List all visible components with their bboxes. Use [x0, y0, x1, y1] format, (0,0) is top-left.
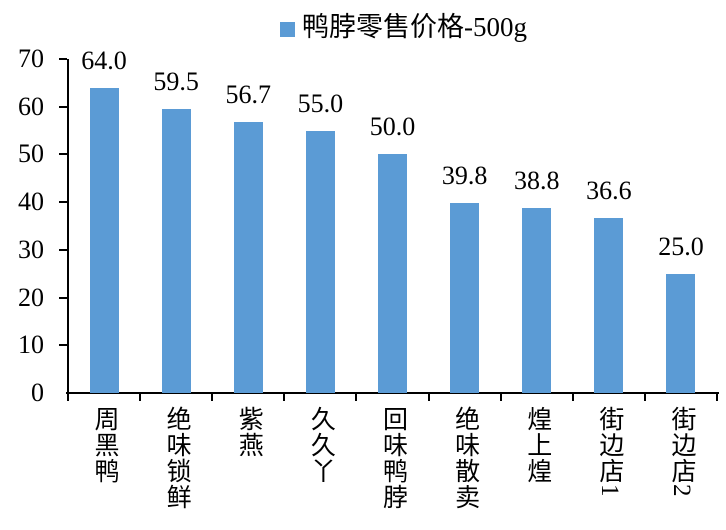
- y-tick: [59, 344, 67, 347]
- y-tick: [59, 296, 67, 299]
- y-tick: [59, 153, 67, 156]
- y-tick-label: 20: [18, 282, 44, 312]
- bar-value-label: 59.5: [153, 67, 199, 97]
- x-category-label: 街边店2: [667, 406, 695, 498]
- x-category-label: 回味鸭脖: [379, 406, 407, 510]
- x-category-label: 周黑鸭: [91, 406, 119, 484]
- x-tick: [571, 394, 574, 401]
- x-tick: [139, 394, 142, 401]
- y-tick: [59, 105, 67, 108]
- bar-value-label: 50.0: [369, 112, 416, 142]
- y-tick-label: 50: [18, 139, 44, 169]
- y-tick-label: 0: [31, 378, 44, 407]
- bar: [233, 122, 263, 393]
- y-tick: [59, 58, 67, 60]
- bar: [522, 207, 552, 393]
- x-tick: [427, 394, 430, 401]
- legend: 鸭脖零售价格-500g: [280, 12, 527, 43]
- y-tick-label: 10: [18, 330, 44, 360]
- x-category-label: 绝味锁鲜: [163, 406, 191, 510]
- x-tick: [499, 394, 502, 401]
- bar-value-label: 64.0: [81, 45, 127, 75]
- legend-label: 鸭脖零售价格-500g: [302, 12, 527, 42]
- x-tick: [355, 394, 358, 401]
- legend-marker-icon: [280, 21, 295, 37]
- bar-value-label: 25.0: [658, 231, 704, 261]
- bar: [594, 218, 624, 393]
- x-category-label: 紫燕: [235, 406, 263, 458]
- x-category-label: 煌上煌: [523, 406, 551, 484]
- bar: [89, 87, 119, 393]
- y-tick-label: 30: [18, 234, 44, 264]
- x-tick: [67, 394, 69, 401]
- x-tick: [643, 394, 646, 401]
- bar-value-label: 56.7: [225, 80, 272, 110]
- bar: [378, 154, 407, 393]
- x-axis: [66, 392, 719, 394]
- x-category-label: 久久丫: [307, 406, 335, 484]
- bar: [305, 130, 335, 393]
- y-tick-label: 60: [18, 91, 44, 121]
- y-tick-label: 70: [18, 44, 44, 73]
- y-tick: [59, 201, 67, 204]
- x-tick: [211, 394, 214, 401]
- bar: [450, 203, 480, 393]
- x-category-label: 绝味散卖: [451, 406, 479, 510]
- x-category-label: 街边店1: [595, 406, 623, 498]
- bar: [161, 109, 191, 393]
- bar-value-label: 39.8: [441, 161, 488, 191]
- bar-value-label: 36.6: [586, 176, 632, 206]
- x-tick: [283, 394, 286, 401]
- x-tick: [716, 394, 718, 401]
- y-tick: [59, 248, 67, 251]
- bar-value-label: 38.8: [513, 165, 560, 195]
- y-axis: [67, 59, 69, 396]
- bar-value-label: 55.0: [297, 88, 344, 118]
- y-tick-label: 40: [18, 187, 44, 217]
- bar: [666, 273, 696, 393]
